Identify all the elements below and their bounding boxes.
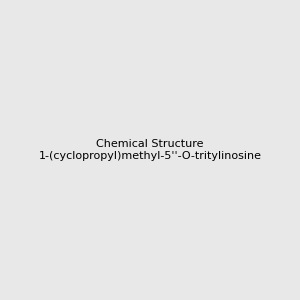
Text: Chemical Structure
1-(cyclopropyl)methyl-5''-O-tritylinosine: Chemical Structure 1-(cyclopropyl)methyl… (38, 139, 262, 161)
